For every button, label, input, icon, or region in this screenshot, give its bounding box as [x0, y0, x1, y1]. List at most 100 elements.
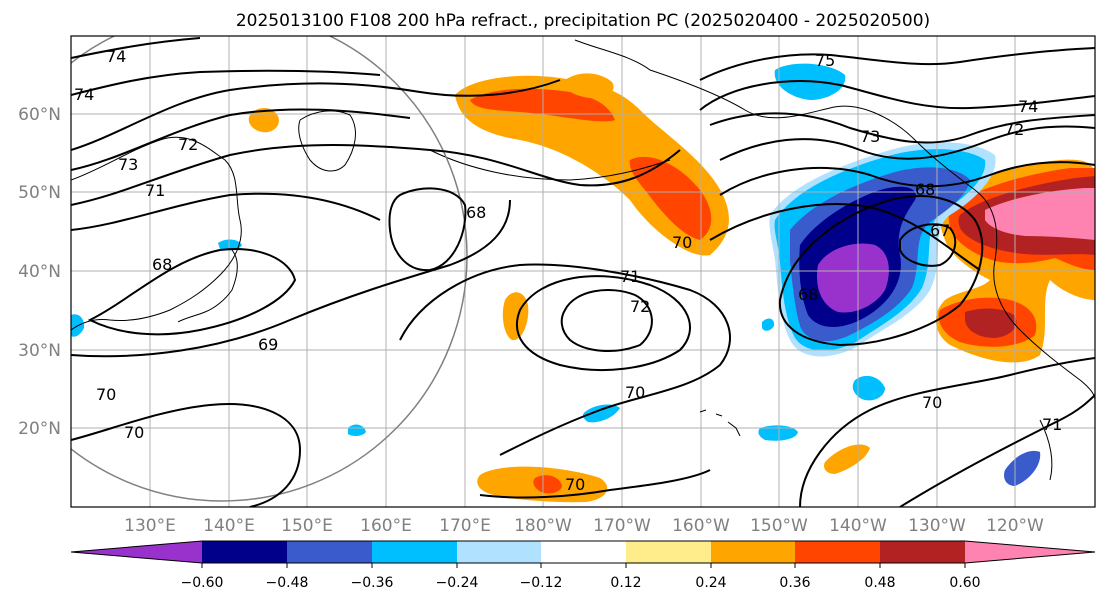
coast-japan	[177, 249, 238, 323]
colorbar-tick-label: −0.60	[181, 575, 224, 591]
contour-71-se	[899, 394, 1095, 507]
contour-73-east	[709, 112, 1095, 144]
positive-anomaly-orange	[455, 75, 729, 256]
colorbar-cell	[541, 541, 626, 563]
negative-anomaly-small-8	[348, 424, 366, 437]
contour-label: 70	[922, 393, 942, 412]
contour-label: 70	[672, 233, 692, 252]
colorbar-cell	[372, 541, 457, 563]
precip-shading	[71, 63, 1095, 503]
contour-label: 70	[96, 385, 116, 404]
contour-68-east	[778, 195, 984, 347]
lon-label: 160°W	[672, 516, 730, 536]
contour-71-east	[719, 161, 1095, 196]
lon-label: 170°E	[439, 516, 491, 536]
lon-label: 130°E	[124, 516, 176, 536]
colorbar-tick-label: −0.48	[266, 575, 309, 591]
contour-73	[71, 79, 561, 151]
coast-hawaii	[699, 409, 741, 437]
contour-label: 71	[1042, 415, 1062, 434]
negative-anomaly-purple	[816, 243, 889, 313]
negative-anomaly-small-5	[1004, 450, 1041, 486]
negative-anomaly-small-6	[218, 239, 242, 251]
positive-anomaly-south-red	[533, 475, 562, 494]
colorbar-cell	[71, 541, 202, 563]
negative-anomaly-small-9	[762, 318, 775, 331]
contour-label: 67	[930, 221, 950, 240]
positive-anomaly-red-2	[629, 156, 712, 240]
lat-label: 20°N	[18, 419, 61, 439]
positive-anomaly-us-darkred2	[965, 308, 1017, 338]
coast-baja	[1039, 419, 1053, 481]
coast-alaska	[574, 39, 1095, 401]
lon-label: 130°W	[908, 516, 966, 536]
positive-anomaly-small-2	[502, 292, 529, 341]
colorbar-tick-label: 0.36	[779, 575, 810, 591]
colorbar-tick-label: −0.12	[520, 575, 563, 591]
colorbar-tick-label: 0.12	[610, 575, 641, 591]
colorbar-tick-label: −0.36	[351, 575, 394, 591]
contour-71-cell	[515, 275, 691, 371]
contour-70-west	[71, 192, 381, 231]
latitude-labels: 60°N 50°N 40°N 30°N 20°N	[18, 105, 61, 439]
contour-label: 73	[860, 127, 880, 146]
contour-labels: 74 74 73 72 71 68 69 70 70 68 71 72 70 7…	[74, 47, 1062, 494]
contour-69	[71, 199, 511, 358]
contour-68-west	[87, 248, 297, 336]
contour-67	[899, 223, 957, 267]
refractivity-contours	[71, 37, 1095, 507]
lon-label: 150°W	[750, 516, 808, 536]
colorbar-cell	[880, 541, 965, 563]
negative-anomaly-small-2	[852, 375, 885, 401]
colorbar-cell	[626, 541, 711, 563]
contour-label: 68	[798, 285, 818, 304]
contour-69-cell	[388, 187, 467, 272]
contour-72-east	[719, 125, 1095, 161]
lat-label: 50°N	[18, 183, 61, 203]
lat-label: 30°N	[18, 341, 61, 361]
contour-label: 71	[620, 267, 640, 286]
contour-label: 75	[815, 51, 835, 70]
colorbar-ticks	[201, 563, 966, 568]
colorbar-cell	[287, 541, 372, 563]
colorbar: −0.60 −0.48 −0.36 −0.24 −0.12 0.12 0.24 …	[70, 540, 1096, 591]
colorbar-cell	[711, 541, 795, 563]
lat-label: 60°N	[18, 105, 61, 125]
contour-label: 70	[124, 423, 144, 442]
contour-72-cell	[560, 289, 653, 352]
colorbar-tick-label: 0.24	[695, 575, 726, 591]
colorbar-cell	[795, 541, 880, 563]
contour-72	[71, 108, 411, 171]
lon-label: 180°W	[514, 516, 572, 536]
colorbar-tick-label: 0.60	[949, 575, 980, 591]
colorbar-cell	[965, 541, 1095, 563]
colorbar-tick-label: −0.24	[436, 575, 479, 591]
contour-74b	[71, 69, 381, 96]
lon-label: 120°W	[986, 516, 1044, 536]
contour-label: 68	[466, 203, 486, 222]
contour-label: 70	[565, 475, 585, 494]
contour-label: 71	[145, 181, 165, 200]
positive-anomaly-orange-2	[564, 73, 614, 99]
contour-label: 68	[152, 255, 172, 274]
positive-anomaly-small-3	[824, 444, 870, 474]
contour-label: 74	[106, 47, 126, 66]
coastlines	[71, 39, 1095, 481]
contour-74a	[71, 37, 201, 59]
negative-anomaly-small-3	[758, 425, 798, 441]
negative-anomaly-small-4	[583, 404, 620, 423]
coast-aleutians	[429, 149, 671, 181]
contour-label: 72	[1004, 120, 1024, 139]
colorbar-cell	[202, 541, 287, 563]
contour-label: 74	[1018, 97, 1038, 116]
contour-label: 72	[630, 297, 650, 316]
range-circle	[71, 36, 468, 502]
contour-70-east	[709, 203, 981, 271]
contour-70-mid	[399, 263, 731, 456]
lon-label: 150°E	[281, 516, 333, 536]
lat-label: 40°N	[18, 262, 61, 282]
contour-label: 73	[118, 155, 138, 174]
colorbar-cell	[457, 541, 541, 563]
lon-label: 170°W	[593, 516, 651, 536]
